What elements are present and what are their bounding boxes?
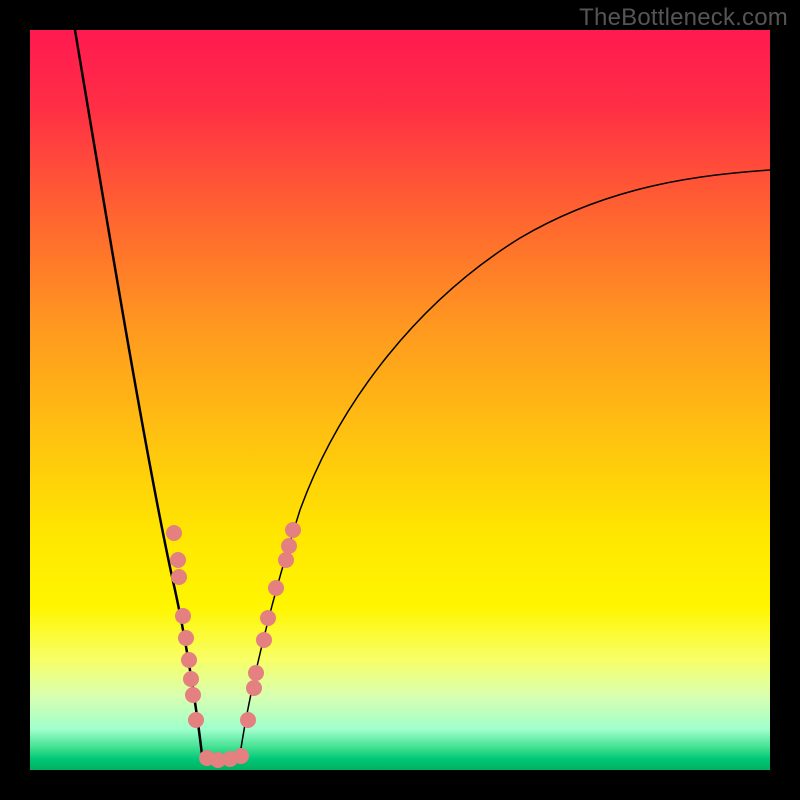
data-marker bbox=[171, 569, 187, 585]
chart-container: TheBottleneck.com bbox=[0, 0, 800, 800]
data-marker bbox=[240, 712, 256, 728]
data-marker bbox=[178, 630, 194, 646]
data-marker bbox=[248, 665, 264, 681]
data-marker bbox=[233, 748, 249, 764]
data-marker bbox=[170, 552, 186, 568]
data-marker bbox=[166, 525, 182, 541]
data-marker bbox=[175, 608, 191, 624]
data-marker bbox=[181, 652, 197, 668]
chart-svg bbox=[0, 0, 800, 800]
watermark-text: TheBottleneck.com bbox=[579, 4, 788, 32]
data-marker bbox=[260, 610, 276, 626]
data-marker bbox=[285, 522, 301, 538]
data-marker bbox=[281, 538, 297, 554]
data-marker bbox=[246, 680, 262, 696]
data-marker bbox=[183, 671, 199, 687]
data-marker bbox=[268, 580, 284, 596]
data-marker bbox=[188, 712, 204, 728]
data-marker bbox=[278, 552, 294, 568]
data-marker bbox=[256, 632, 272, 648]
chart-background bbox=[30, 30, 770, 770]
data-marker bbox=[185, 687, 201, 703]
